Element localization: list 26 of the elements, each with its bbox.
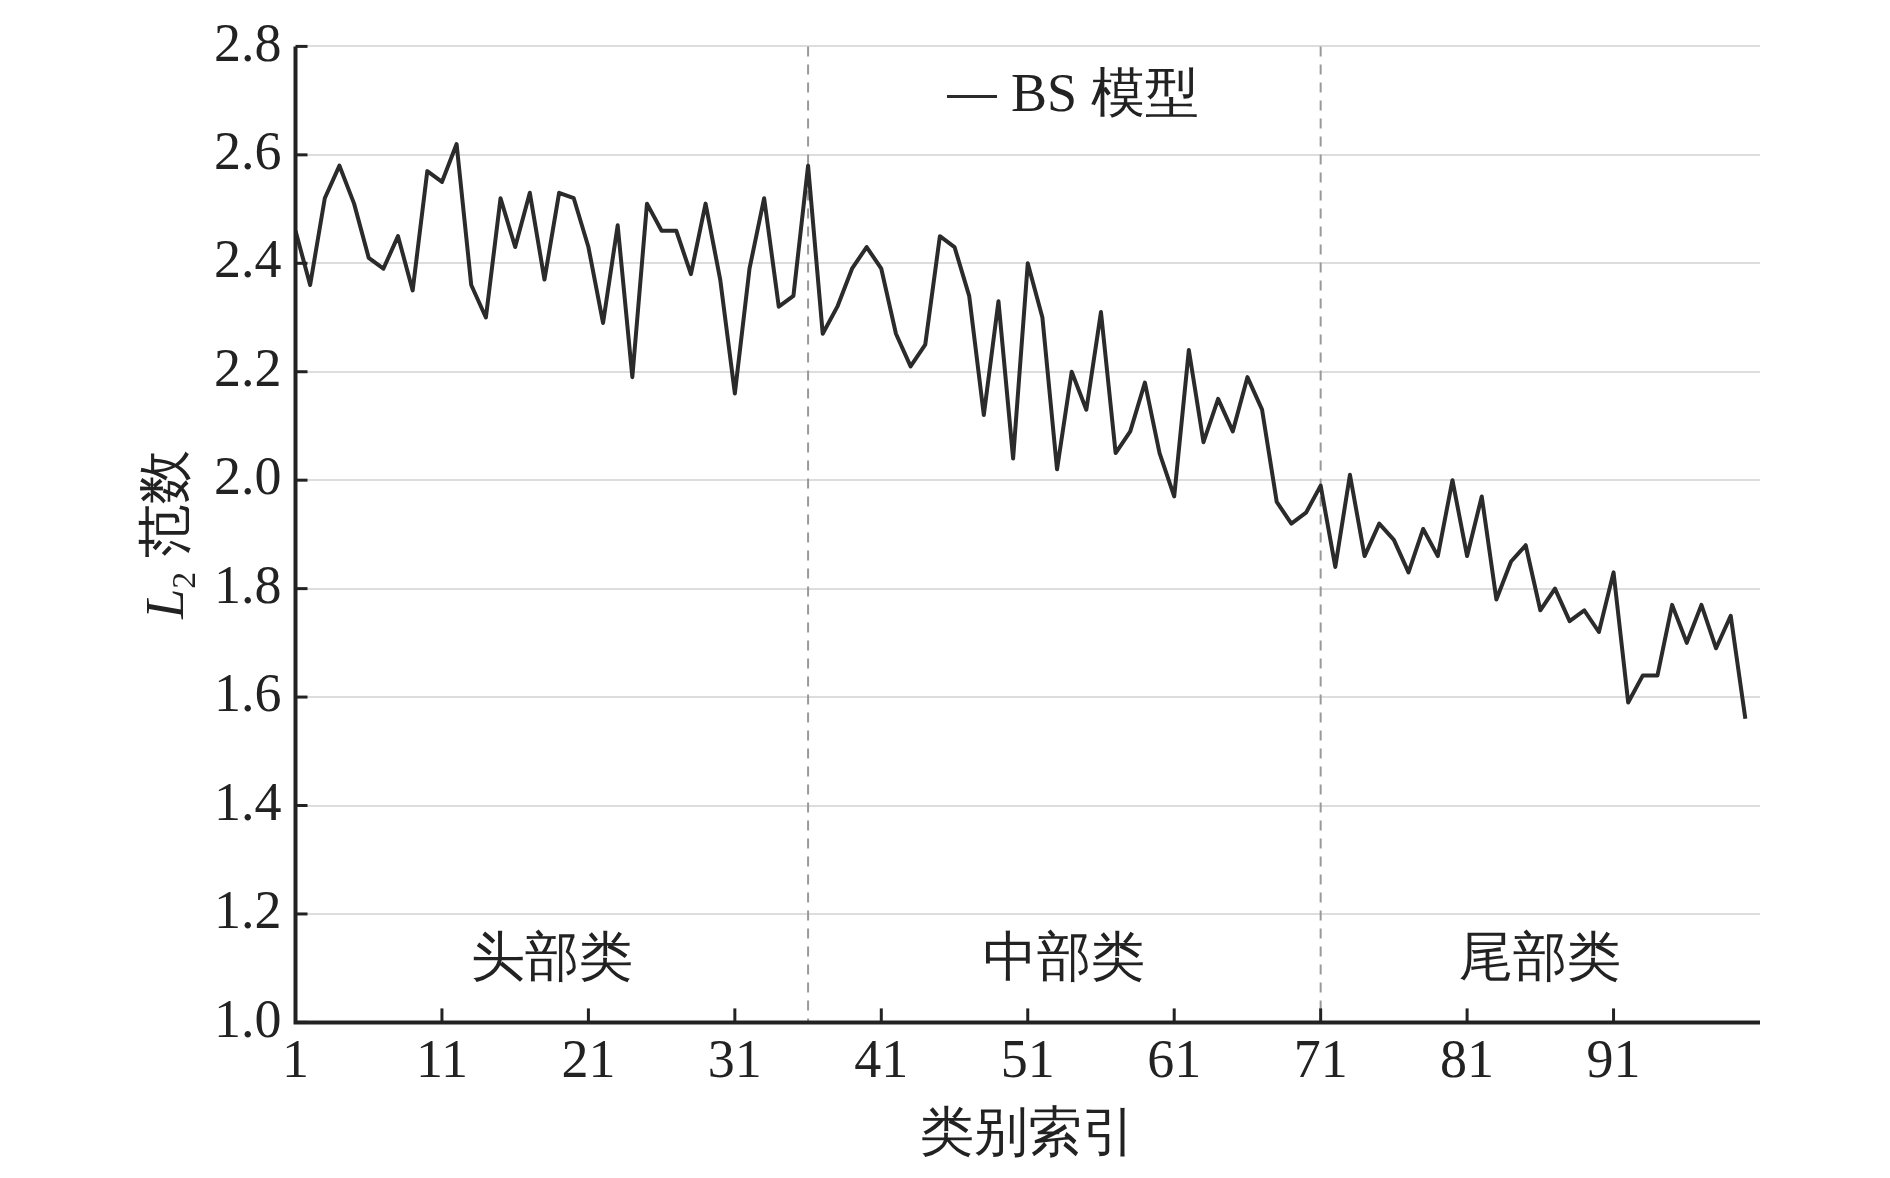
y-tick-label: 1.2 bbox=[214, 880, 282, 941]
y-axis-title: L2 范数 bbox=[135, 450, 202, 620]
y-tick-label: 2.6 bbox=[214, 121, 282, 182]
x-tick-label: 81 bbox=[1440, 1028, 1495, 1089]
x-tick-label: 51 bbox=[1000, 1028, 1055, 1089]
x-tick-label: 61 bbox=[1147, 1028, 1202, 1089]
x-tick-label: 1 bbox=[282, 1028, 309, 1089]
annotation: 头部类 bbox=[470, 926, 633, 987]
x-tick-label: 11 bbox=[415, 1028, 468, 1089]
x-tick-label: 31 bbox=[707, 1028, 762, 1089]
y-tick-label: 2.2 bbox=[214, 337, 282, 398]
y-tick-label: 1.8 bbox=[214, 554, 282, 615]
x-tick-label: 41 bbox=[854, 1028, 909, 1089]
x-tick-label: 91 bbox=[1586, 1028, 1641, 1089]
y-tick-label: 2.4 bbox=[214, 229, 282, 290]
y-tick-label: 2.8 bbox=[214, 12, 282, 73]
x-tick-label: 21 bbox=[561, 1028, 616, 1089]
y-tick-label: 1.6 bbox=[214, 663, 282, 724]
y-tick-label: 1.4 bbox=[214, 771, 282, 832]
annotation: 中部类 bbox=[983, 926, 1146, 987]
x-tick-label: 71 bbox=[1293, 1028, 1348, 1089]
y-tick-label: 2.0 bbox=[214, 446, 282, 507]
annotation: 尾部类 bbox=[1459, 926, 1622, 987]
legend-label: BS 模型 bbox=[1010, 62, 1199, 123]
x-axis-title: 类别索引 bbox=[919, 1101, 1136, 1162]
y-tick-label: 1.0 bbox=[214, 988, 282, 1049]
